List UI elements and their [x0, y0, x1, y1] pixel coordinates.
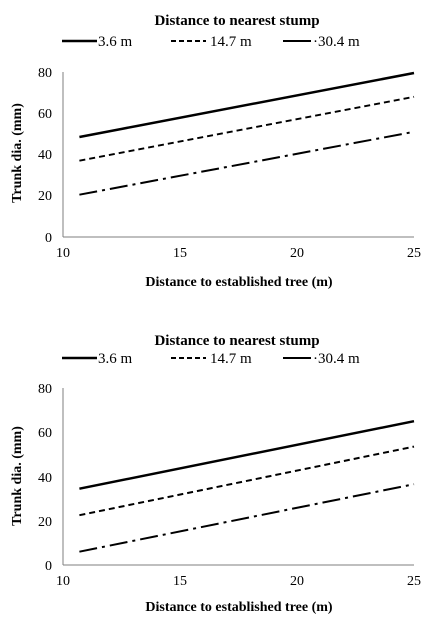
y-tick-label-60: 60 — [38, 107, 52, 122]
series-line-14-7m — [79, 95, 415, 162]
legend-label-3-6m: 3.6 m — [98, 351, 133, 367]
series-line-3-6m — [79, 71, 415, 139]
legend-label-3-6m: 3.6 m — [98, 34, 133, 50]
y-tick-label-0: 0 — [45, 559, 52, 574]
chart-panel-1: Distance to nearest stump 3.6 m 14.7 m ·… — [10, 13, 421, 290]
x-tick-label-25: 25 — [407, 246, 421, 261]
x-tick-label-10: 10 — [56, 574, 70, 589]
y-tick-label-60: 60 — [38, 426, 52, 441]
legend-label-14-7m: 14.7 m — [210, 351, 252, 367]
y-tick-label-80: 80 — [38, 382, 52, 397]
y-tick-label-80: 80 — [38, 66, 52, 81]
y-tick-label-0: 0 — [45, 231, 52, 246]
legend-title: Distance to nearest stump — [154, 333, 319, 349]
legend-label-30-4m: ·30.4 m — [313, 351, 360, 367]
y-tick-label-20: 20 — [38, 515, 52, 530]
series-line-3-6m — [79, 419, 415, 490]
x-axis-title: Distance to established tree (m) — [145, 600, 332, 615]
plot-area: 0 20 40 60 80 10 15 20 25 Distance to es… — [10, 66, 421, 290]
series-line-30-4m — [79, 483, 415, 553]
plot-area: 0 20 40 60 80 10 15 20 25 Distance to es… — [10, 382, 421, 615]
legend-label-30-4m: ·30.4 m — [313, 34, 360, 50]
chart-panel-2: Distance to nearest stump 3.6 m 14.7 m ·… — [10, 333, 421, 615]
y-tick-label-40: 40 — [38, 148, 52, 163]
series-line-14-7m — [79, 445, 415, 517]
x-tick-label-10: 10 — [56, 246, 70, 261]
y-axis-title: Trunk dia. (mm) — [10, 426, 25, 526]
y-axis-title: Trunk dia. (mm) — [10, 103, 25, 203]
legend-title: Distance to nearest stump — [154, 13, 319, 29]
x-tick-label-20: 20 — [290, 246, 304, 261]
legend-label-14-7m: 14.7 m — [210, 34, 252, 50]
x-axis-title: Distance to established tree (m) — [145, 275, 332, 290]
y-tick-label-20: 20 — [38, 189, 52, 204]
x-tick-label-20: 20 — [290, 574, 304, 589]
legend: Distance to nearest stump 3.6 m 14.7 m ·… — [62, 333, 360, 367]
series-line-30-4m — [79, 130, 415, 196]
y-tick-label-40: 40 — [38, 471, 52, 486]
legend: Distance to nearest stump 3.6 m 14.7 m ·… — [62, 13, 360, 50]
x-tick-label-25: 25 — [407, 574, 421, 589]
x-tick-label-15: 15 — [173, 574, 187, 589]
x-tick-label-15: 15 — [173, 246, 187, 261]
